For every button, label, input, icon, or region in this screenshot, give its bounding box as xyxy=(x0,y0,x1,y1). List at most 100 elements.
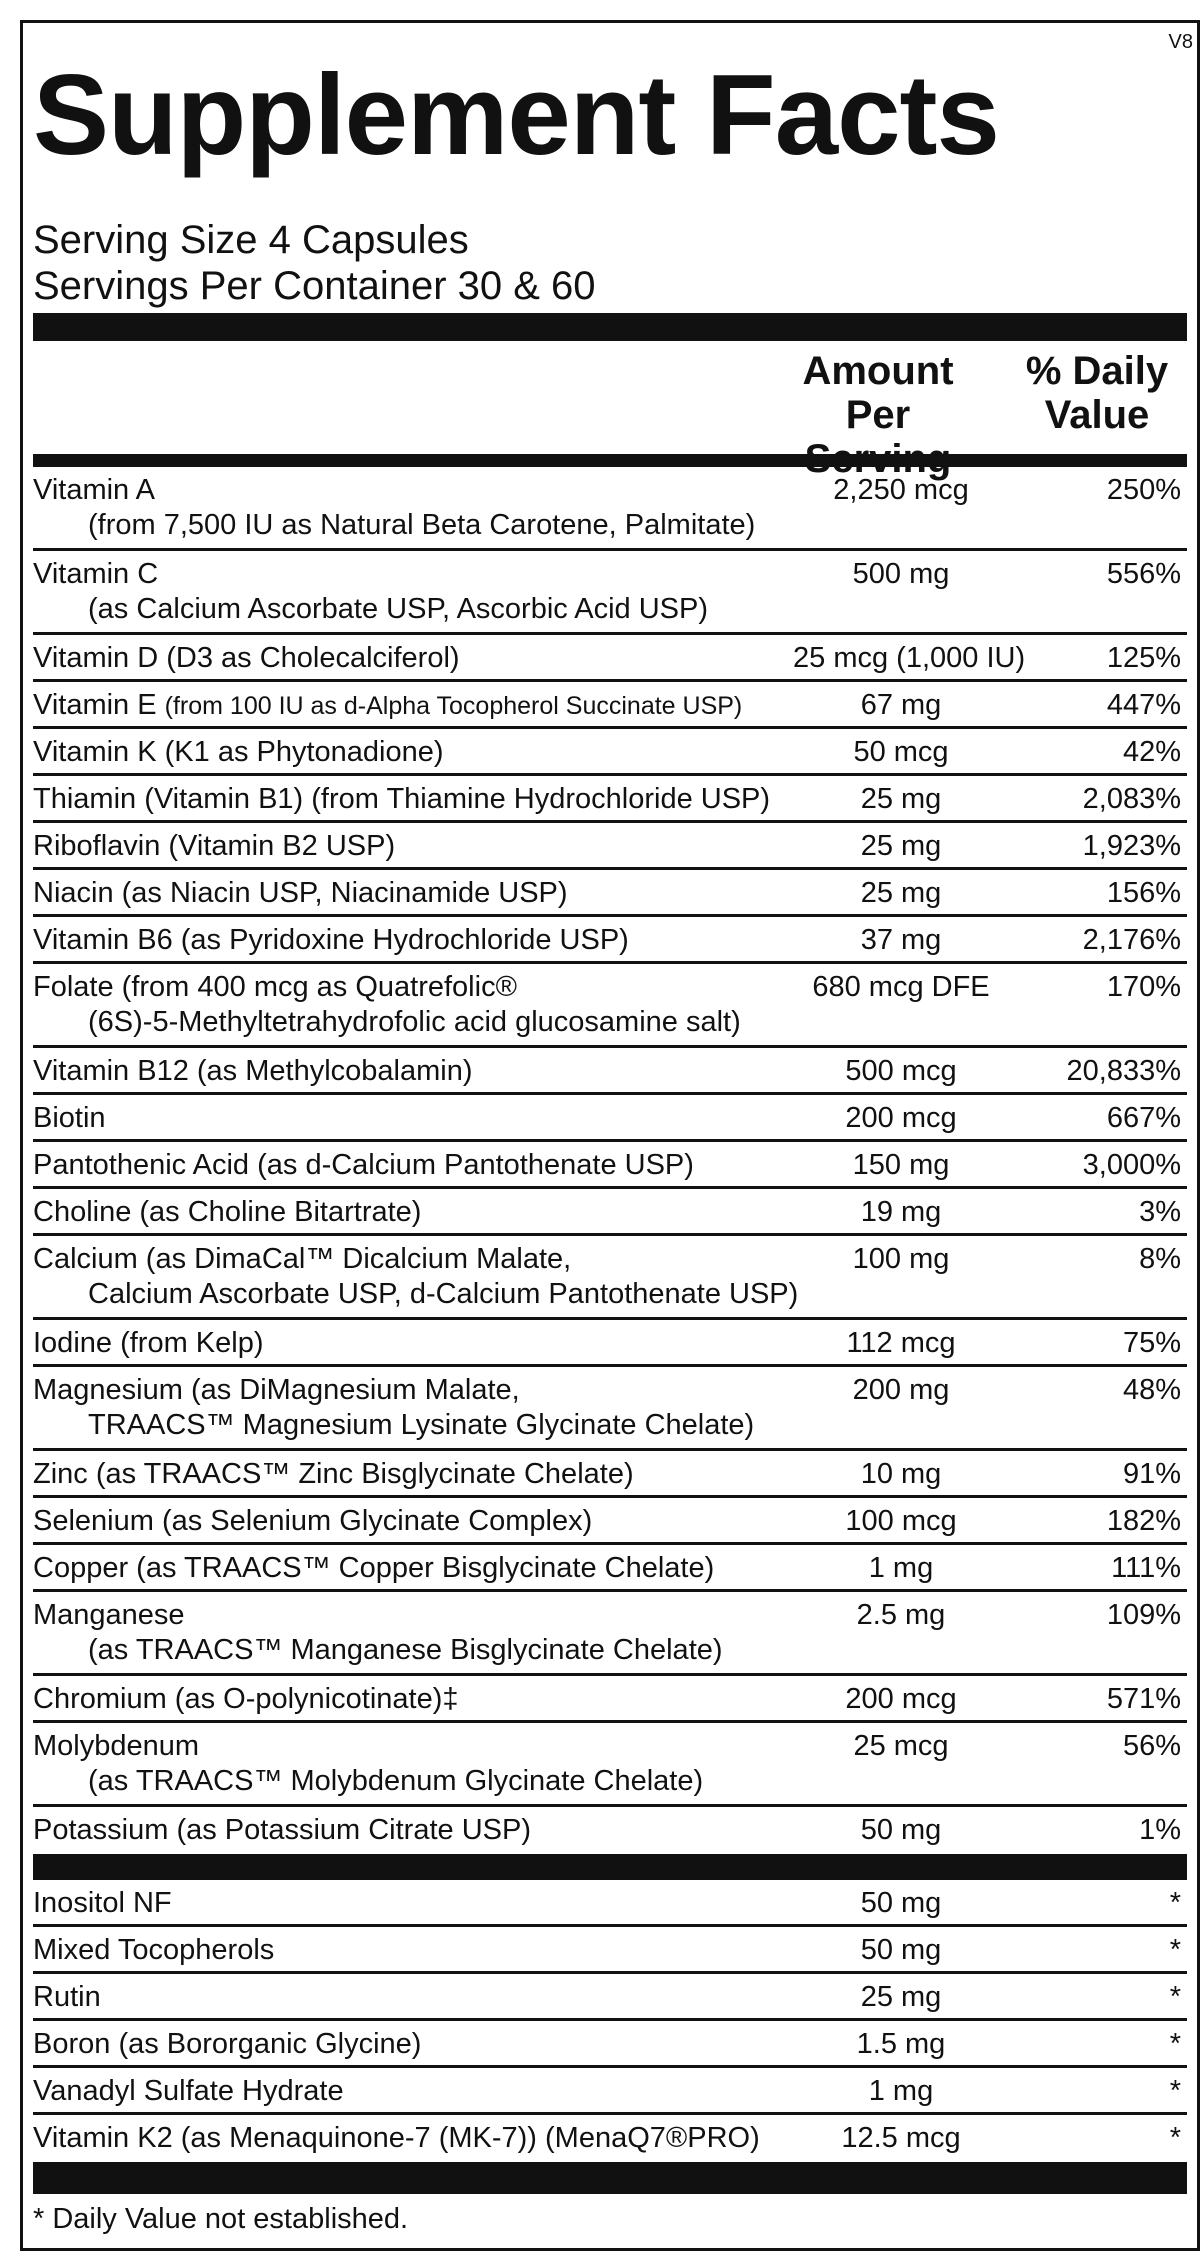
nutrient-name-line: Calcium (as DimaCal™ Dicalcium Malate, xyxy=(33,1243,571,1276)
nutrient-source: TRAACS™ Magnesium Lysinate Glycinate Che… xyxy=(88,1409,755,1441)
nutrient-row: Thiamin (Vitamin B1) (from Thiamine Hydr… xyxy=(33,776,1187,823)
nutrient-name-line: Vitamin A xyxy=(33,474,155,507)
daily-value: * xyxy=(1169,1887,1181,1919)
nutrient-name-line: Biotin xyxy=(33,1102,106,1135)
nutrient-row: Vitamin D (D3 as Cholecalciferol) 25 mcg … xyxy=(33,635,1187,682)
amount: 37 mg xyxy=(860,924,942,956)
heading-line: Per Serving xyxy=(804,393,952,481)
heading-line: Amount xyxy=(802,349,954,393)
column-header: Amount Per Serving % Daily Value xyxy=(33,341,1187,481)
nutrient-sections: Vitamin A (from 7,500 IU as Natural Beta … xyxy=(33,467,1187,2162)
amount: 2,250 mcg xyxy=(833,474,969,506)
daily-value: 56% xyxy=(1122,1730,1181,1762)
nutrient-name: Pantothenic Acid (as d-Calcium Pantothen… xyxy=(33,1149,694,1181)
amount: 12.5 mcg xyxy=(841,2122,961,2154)
nutrient-name: Zinc (as TRAACS™ Zinc Bisglycinate Chela… xyxy=(33,1458,634,1490)
nutrient-row: Niacin (as Niacin USP, Niacinamide USP) 2… xyxy=(33,870,1187,917)
nutrient-name-line: Vitamin B12 (as Methylcobalamin) xyxy=(33,1055,473,1088)
nutrient-name-line: Vanadyl Sulfate Hydrate xyxy=(33,2075,344,2108)
nutrient-name-line: Zinc (as TRAACS™ Zinc Bisglycinate Chela… xyxy=(33,1458,634,1491)
nutrient-name-line: Rutin xyxy=(33,1981,101,2014)
amount: 500 mg xyxy=(852,558,950,590)
nutrient-name: Calcium (as DimaCal™ Dicalcium Malate, xyxy=(33,1243,572,1275)
nutrient-name-line: Vitamin C xyxy=(33,558,158,591)
daily-value: 8% xyxy=(1139,1243,1181,1275)
nutrient-source: (as Calcium Ascorbate USP, Ascorbic Acid… xyxy=(88,593,708,625)
daily-value: 3% xyxy=(1139,1196,1181,1228)
nutrient-row: Zinc (as TRAACS™ Zinc Bisglycinate Chela… xyxy=(33,1451,1187,1498)
nutrient-name-line: Potassium (as Potassium Citrate USP) xyxy=(33,1814,531,1847)
nutrient-name: Thiamin (Vitamin B1) (from Thiamine Hydr… xyxy=(33,783,771,815)
nutrient-source: (6S)-5-Methyltetrahydrofolic acid glucos… xyxy=(88,1006,741,1038)
dv-heading: % Daily Value xyxy=(1007,349,1187,437)
nutrient-row: Vitamin E (from 100 IU as d-Alpha Tocoph… xyxy=(33,682,1187,729)
servings-per-container: Servings Per Container 30 & 60 xyxy=(33,264,596,308)
nutrient-name-line: Vitamin B6 (as Pyridoxine Hydrochloride … xyxy=(33,924,629,957)
nutrient-section: Inositol NF 50 mg * Mixed Tocopherols 50 mg *… xyxy=(33,1880,1187,2162)
amount: 200 mcg xyxy=(845,1102,957,1134)
amount: 25 mg xyxy=(860,1981,942,2013)
nutrient-name: Vitamin D (D3 as Cholecalciferol) xyxy=(33,642,460,674)
nutrient-name-line: Iodine (from Kelp) xyxy=(33,1327,264,1360)
nutrient-name-line: Niacin (as Niacin USP, Niacinamide USP) xyxy=(33,877,568,910)
nutrient-row: Copper (as TRAACS™ Copper Bisglycinate C… xyxy=(33,1545,1187,1592)
nutrient-row: Iodine (from Kelp) 112 mcg 75% xyxy=(33,1320,1187,1367)
daily-value: 447% xyxy=(1106,689,1181,721)
nutrient-section: Vitamin A (from 7,500 IU as Natural Beta … xyxy=(33,467,1187,1854)
amount: 19 mg xyxy=(860,1196,942,1228)
daily-value: 75% xyxy=(1122,1327,1181,1359)
nutrient-name: Iodine (from Kelp) xyxy=(33,1327,264,1359)
nutrient-name: Selenium (as Selenium Glycinate Complex) xyxy=(33,1505,593,1537)
nutrient-row: Chromium (as O-polynicotinate)‡ 200 mcg 57… xyxy=(33,1676,1187,1723)
nutrient-row: Biotin 200 mcg 667% xyxy=(33,1095,1187,1142)
amount: 50 mg xyxy=(860,1814,942,1846)
nutrient-name: Chromium (as O-polynicotinate)‡ xyxy=(33,1683,459,1715)
nutrient-name-line: Inositol NF xyxy=(33,1887,172,1920)
heading-line: % Daily xyxy=(1025,349,1169,393)
nutrient-name-line: Vitamin D (D3 as Cholecalciferol) xyxy=(33,642,460,675)
nutrient-row: Vitamin B12 (as Methylcobalamin) 500 mcg 2… xyxy=(33,1048,1187,1095)
nutrient-name-line: Pantothenic Acid (as d-Calcium Pantothen… xyxy=(33,1149,694,1182)
amount: 67 mg xyxy=(860,689,942,721)
amount: 680 mcg DFE xyxy=(812,971,990,1003)
nutrient-name: Riboflavin (Vitamin B2 USP) xyxy=(33,830,396,862)
amount: 10 mg xyxy=(860,1458,942,1490)
nutrient-source: Calcium Ascorbate USP, d-Calcium Pantoth… xyxy=(88,1278,799,1310)
nutrient-name: Vitamin K (K1 as Phytonadione) xyxy=(33,736,444,768)
nutrient-row: Vitamin C (as Calcium Ascorbate USP, Asco… xyxy=(33,551,1187,635)
divider-bar xyxy=(33,2162,1187,2194)
daily-value: 111% xyxy=(1111,1552,1181,1584)
nutrient-name: Folate (from 400 mcg as Quatrefolic® xyxy=(33,971,517,1003)
nutrient-row: Vitamin K (K1 as Phytonadione) 50 mcg 42% xyxy=(33,729,1187,776)
nutrient-name-line: Riboflavin (Vitamin B2 USP) xyxy=(33,830,395,863)
serving-size: Serving Size 4 Capsules xyxy=(33,218,469,262)
version: V8 xyxy=(1168,31,1193,53)
nutrient-row: Potassium (as Potassium Citrate USP) 50 m… xyxy=(33,1807,1187,1854)
nutrient-name-line: Molybdenum xyxy=(33,1730,199,1763)
nutrient-detail: (from 100 IU as d-Alpha Tocopherol Succi… xyxy=(164,692,743,720)
nutrient-row: Riboflavin (Vitamin B2 USP) 25 mg 1,923% xyxy=(33,823,1187,870)
daily-value: 2,176% xyxy=(1082,924,1181,956)
amount: 150 mg xyxy=(852,1149,950,1181)
nutrient-name: Vanadyl Sulfate Hydrate xyxy=(33,2075,344,2107)
nutrient-name: Vitamin B6 (as Pyridoxine Hydrochloride … xyxy=(33,924,629,956)
amount: 1.5 mg xyxy=(856,2028,946,2060)
daily-value: 109% xyxy=(1106,1599,1181,1631)
title: Supplement Facts xyxy=(33,52,1000,179)
nutrient-name: Inositol NF xyxy=(33,1887,172,1919)
nutrient-name: Vitamin B12 (as Methylcobalamin) xyxy=(33,1055,473,1087)
daily-value: * xyxy=(1169,1934,1181,1966)
amount: 100 mg xyxy=(852,1243,950,1275)
nutrient-row: Choline (as Choline Bitartrate) 19 mg 3% xyxy=(33,1189,1187,1236)
nutrient-source: (from 7,500 IU as Natural Beta Carotene,… xyxy=(88,509,756,541)
nutrient-source: (as TRAACS™ Molybdenum Glycinate Chelate… xyxy=(88,1765,704,1797)
nutrient-name: Copper (as TRAACS™ Copper Bisglycinate C… xyxy=(33,1552,715,1584)
nutrient-row: Molybdenum (as TRAACS™ Molybdenum Glycina… xyxy=(33,1723,1187,1807)
nutrient-name-line: Copper (as TRAACS™ Copper Bisglycinate C… xyxy=(33,1552,714,1585)
daily-value: 3,000% xyxy=(1082,1149,1181,1181)
daily-value: * xyxy=(1169,1981,1181,2013)
nutrient-name: Vitamin C xyxy=(33,558,159,590)
nutrient-name: Mixed Tocopherols xyxy=(33,1934,275,1966)
nutrient-row: Vitamin B6 (as Pyridoxine Hydrochloride … xyxy=(33,917,1187,964)
nutrient-name-line: Magnesium (as DiMagnesium Malate, xyxy=(33,1374,520,1407)
